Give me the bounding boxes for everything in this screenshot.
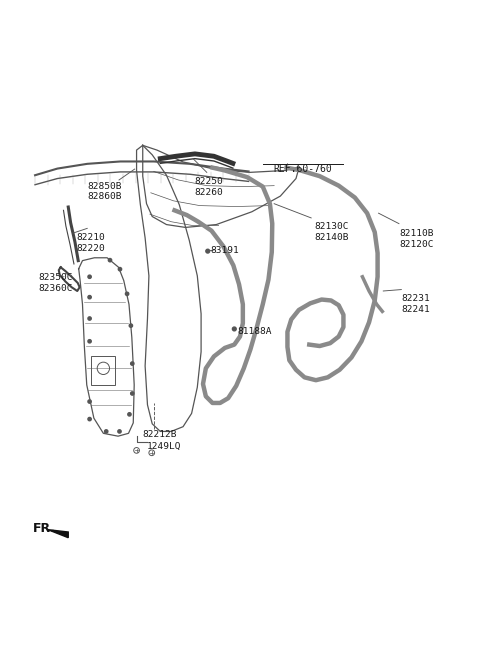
Text: 82350C
82360C: 82350C 82360C (38, 274, 73, 293)
Polygon shape (48, 529, 68, 538)
Text: 82231
82241: 82231 82241 (401, 295, 430, 314)
Circle shape (88, 317, 91, 320)
Circle shape (118, 430, 121, 433)
Text: REF.60-760: REF.60-760 (273, 164, 332, 174)
Circle shape (125, 292, 129, 295)
Circle shape (232, 327, 236, 331)
Text: 82850B
82860B: 82850B 82860B (87, 182, 122, 201)
Circle shape (88, 400, 91, 403)
Circle shape (105, 430, 108, 433)
Circle shape (129, 324, 132, 327)
Text: 82212B: 82212B (142, 430, 177, 439)
Circle shape (206, 249, 210, 253)
Text: 81188A: 81188A (237, 327, 272, 336)
Circle shape (88, 340, 91, 343)
Circle shape (108, 258, 112, 262)
Text: FR.: FR. (33, 522, 56, 535)
Text: 1249LQ: 1249LQ (147, 442, 181, 451)
Text: 83191: 83191 (210, 247, 239, 255)
Text: 82130C
82140B: 82130C 82140B (314, 222, 348, 241)
Text: 82250
82260: 82250 82260 (195, 177, 224, 197)
Circle shape (88, 417, 91, 420)
Text: 82110B
82120C: 82110B 82120C (399, 230, 434, 249)
Circle shape (128, 413, 131, 416)
Circle shape (88, 275, 91, 278)
Circle shape (131, 392, 134, 395)
Circle shape (88, 295, 91, 299)
Circle shape (118, 268, 121, 271)
Circle shape (131, 362, 134, 365)
Text: 82210
82220: 82210 82220 (76, 233, 105, 253)
